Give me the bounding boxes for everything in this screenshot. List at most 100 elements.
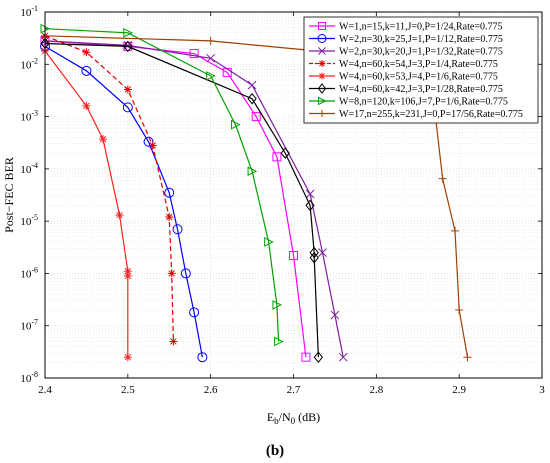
data-point <box>123 85 132 94</box>
x-axis-label: Eb/N0 (dB) <box>267 410 320 426</box>
y-tick-label: 10-5 <box>20 213 38 228</box>
data-point <box>206 36 215 45</box>
x-tick-label: 2.6 <box>204 384 218 396</box>
data-point <box>251 112 261 122</box>
y-tick-label: 10-1 <box>20 4 38 19</box>
data-point <box>463 353 472 362</box>
data-point <box>438 174 447 183</box>
y-tick-label: 10-3 <box>20 109 38 124</box>
legend-label: W=4,n=60,k=42,J=3,P=1/28,Rate=0.775 <box>339 84 503 95</box>
series-line <box>44 40 344 358</box>
data-point <box>274 336 284 347</box>
data-point <box>338 352 348 362</box>
data-point <box>309 246 319 259</box>
data-point <box>164 187 175 198</box>
data-point <box>313 351 323 363</box>
series-6 <box>40 37 323 363</box>
data-point <box>231 119 241 130</box>
data-point <box>318 72 326 80</box>
legend-entry: W=8,n=120,k=106,J=7,P=1/6,Rate=0.775 <box>309 97 508 108</box>
data-point <box>272 152 282 162</box>
data-point <box>115 211 124 220</box>
x-tick-label: 2.4 <box>38 384 52 396</box>
data-point <box>165 213 174 222</box>
data-point <box>123 271 132 280</box>
x-tick-label: 2.8 <box>369 384 383 396</box>
data-point <box>172 224 183 235</box>
legend-entry: W=4,n=60,k=53,J=4,P=1/6,Rate=0.775 <box>309 72 498 83</box>
data-point <box>318 110 326 117</box>
data-point <box>98 135 107 144</box>
legend-label: W=2,n=30,k=20,J=1,P=1/32,Rate=0.775 <box>339 47 503 58</box>
data-point <box>123 267 132 276</box>
y-tick-label: 10-8 <box>20 370 38 385</box>
data-point <box>180 268 191 279</box>
series-layer <box>40 23 472 363</box>
data-point <box>123 27 133 38</box>
legend-label: W=1,n=15,k=11,J=0,P=1/24,Rate=0.775 <box>339 22 502 33</box>
data-point <box>318 96 327 106</box>
legend-entry: W=4,n=60,k=54,J=3,P=1/4,Rate=0.775 <box>309 59 498 70</box>
data-point <box>318 60 326 67</box>
data-point <box>82 101 91 110</box>
data-point <box>81 65 92 76</box>
data-point <box>305 189 315 199</box>
x-tick-label: 2.5 <box>121 384 135 396</box>
data-point <box>309 251 319 264</box>
data-point <box>317 34 327 43</box>
series-5 <box>41 46 132 362</box>
ticks: 2.4 2.5 2.6 2.7 2.8 2.9 3 10-1 10-2 10-3 10-4 10-5 1… <box>20 4 545 396</box>
data-point <box>148 141 157 150</box>
data-point <box>318 22 326 30</box>
legend-label: W=2,n=30,k=25,J=1,P=1/12,Rate=0.775 <box>339 34 503 45</box>
data-point <box>247 166 258 177</box>
data-point <box>206 53 216 63</box>
figure-caption: (b) <box>266 443 284 459</box>
data-point <box>189 49 199 59</box>
legend-box <box>303 16 539 124</box>
legend-entry: W=4,n=60,k=42,J=3,P=1/28,Rate=0.775 <box>309 83 503 95</box>
legend-entry: W=1,n=15,k=11,J=0,P=1/24,Rate=0.775 <box>309 22 502 33</box>
data-point <box>289 251 298 261</box>
data-point <box>301 352 311 362</box>
legend-label: W=4,n=60,k=54,J=3,P=1/4,Rate=0.775 <box>339 59 498 70</box>
data-point <box>247 92 257 105</box>
data-point <box>122 102 133 113</box>
data-point <box>455 305 464 314</box>
data-point <box>318 248 327 257</box>
legend-label: W=8,n=120,k=106,J=7,P=1/6,Rate=0.775 <box>339 97 508 108</box>
data-point <box>197 352 208 363</box>
data-point <box>272 300 283 310</box>
data-point <box>318 47 326 55</box>
legend-entry: W=2,n=30,k=25,J=1,P=1/12,Rate=0.775 <box>309 34 503 45</box>
legend: W=1,n=15,k=11,J=0,P=1/24,Rate=0.775W=2,n… <box>303 16 539 124</box>
x-tick-label: 2.9 <box>452 384 466 396</box>
data-point <box>82 48 91 57</box>
series-line <box>44 35 469 358</box>
series-line <box>44 28 280 342</box>
legend-label: W=4,n=60,k=53,J=4,P=1/6,Rate=0.775 <box>339 72 498 83</box>
data-point <box>189 307 200 318</box>
data-point <box>317 83 327 94</box>
legend-entry: W=17,n=255,k=231,J=0,P=17/56,Rate=0.775 <box>309 109 523 120</box>
x-tick-label: 2.7 <box>287 384 301 396</box>
y-tick-label: 10-4 <box>20 161 38 176</box>
data-point <box>247 80 257 90</box>
y-tick-label: 10-7 <box>20 318 38 333</box>
data-point <box>169 337 178 346</box>
series-line <box>44 45 203 358</box>
legend-label: W=17,n=255,k=231,J=0,P=17/56,Rate=0.775 <box>339 109 523 120</box>
data-point <box>206 71 216 81</box>
data-point <box>123 353 132 362</box>
data-point <box>280 147 290 159</box>
data-point <box>451 226 460 235</box>
legend-entry: W=2,n=30,k=20,J=1,P=1/32,Rate=0.775 <box>309 47 503 58</box>
y-tick-label: 10-6 <box>20 265 38 280</box>
data-point <box>167 269 176 278</box>
data-point <box>330 310 340 320</box>
data-point <box>264 237 274 247</box>
data-point <box>305 199 315 212</box>
y-axis-label: Post−FEC BER <box>2 157 16 233</box>
data-point <box>123 40 133 53</box>
